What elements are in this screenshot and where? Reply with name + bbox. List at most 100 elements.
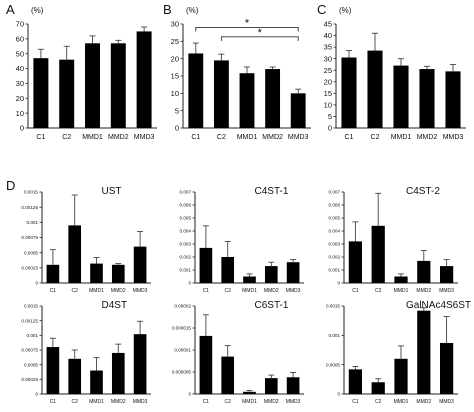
chart-4-y-tick-label: 0.002	[180, 255, 192, 260]
panel-label-b: B	[163, 2, 172, 17]
panel-label-d: D	[6, 178, 16, 193]
chart-6-x-tick-label: MMD2	[111, 399, 126, 405]
chart-6-x-tick-label: MMD1	[89, 399, 104, 405]
chart-5-bar	[439, 266, 454, 283]
chart-0-bar	[59, 59, 75, 128]
chart-8-bar	[394, 358, 408, 394]
chart-1-bar	[239, 73, 255, 128]
chart-6-y-tick-label: 0.00075	[21, 348, 38, 353]
chart-2-y-tick-label: 20	[324, 77, 332, 86]
chart-1-unit-label: (%)	[186, 6, 199, 15]
chart-1-x-tick-label: C2	[217, 134, 226, 141]
chart-4-bar	[243, 276, 256, 283]
chart-2-x-tick-label: MMD3	[443, 134, 464, 141]
chart-3-title: UST	[102, 186, 122, 197]
chart-4-x-tick-label: MMD1	[242, 288, 257, 294]
chart-3-x-tick-label: MMD1	[89, 288, 104, 294]
chart-0-y-tick-label: 10	[16, 109, 24, 118]
chart-0-unit-label: (%)	[31, 6, 44, 15]
chart-2-y-tick-label: 10	[324, 101, 332, 110]
chart-3-y-tick-label: 0.00025	[21, 265, 38, 270]
chart-7-y-tick-label: 0.00002	[174, 304, 191, 309]
chart-7-bar	[286, 377, 300, 394]
chart-7-y-tick-label: 0.000005	[172, 370, 192, 375]
chart-6-y-tick-label: 0	[35, 392, 38, 397]
chart-5-y-tick-label: 0.002	[329, 255, 341, 260]
chart-4-y-tick-label: 0.005	[180, 216, 192, 221]
chart-1-x-tick-label: MMD2	[262, 134, 283, 141]
chart-7-bar	[243, 391, 256, 394]
chart-5-y-tick-label: 0.006	[329, 203, 341, 208]
chart-5-bar	[348, 241, 363, 283]
chart-2-y-tick-label: 35	[324, 43, 332, 52]
chart-6-x-tick-label: C1	[50, 399, 57, 405]
chart-8-y-tick-label: 0	[337, 392, 340, 397]
chart-1-x-tick-label: MMD1	[237, 134, 258, 141]
chart-5-bar	[417, 260, 431, 283]
chart-4-y-tick-label: 0.001	[180, 268, 192, 273]
chart-8-x-tick-label: MMD3	[439, 399, 454, 405]
chart-5-y-tick-label: 0.001	[329, 268, 341, 273]
chart-0-y-tick-label: 60	[16, 34, 24, 43]
chart-6-bar	[90, 370, 103, 394]
chart-3-x-tick-label: MMD2	[111, 288, 126, 294]
chart-2-bar	[367, 50, 383, 129]
chart-1-y-tick-label: 0	[175, 124, 179, 133]
chart-5-x-tick-label: MMD3	[439, 288, 454, 294]
chart-6-x-tick-label: MMD3	[133, 399, 148, 405]
chart-7-y-tick-label: 0.00001	[174, 348, 191, 353]
chart-7-x-tick-label: MMD3	[286, 399, 301, 405]
chart-4-x-tick-label: MMD3	[286, 288, 301, 294]
chart-8-y-tick-label: 0.001	[329, 333, 341, 338]
chart-2-y-tick-label: 0	[328, 124, 332, 133]
chart-7-title: C6ST-1	[255, 300, 289, 311]
chart-6-y-tick-label: 0.0005	[24, 362, 38, 367]
chart-8-x-tick-label: MMD1	[394, 399, 409, 405]
chart-2-y-tick-label: 25	[324, 66, 332, 75]
chart-6-title: D4ST	[102, 300, 128, 311]
chart-3-bar	[111, 264, 125, 283]
chart-6-bar	[46, 347, 60, 394]
chart-8-x-tick-label: C2	[375, 399, 382, 405]
chart-3-bar	[46, 264, 60, 283]
chart-8-y-tick-label: 0.0005	[326, 362, 340, 367]
chart-5-y-tick-label: 0.005	[329, 216, 341, 221]
chart-0-y-tick-label: 40	[16, 64, 24, 73]
chart-2-x-tick-label: MMD2	[417, 134, 438, 141]
chart-1-significance-bracket	[220, 36, 299, 41]
chart-5-y-tick-label: 0.007	[329, 190, 341, 195]
chart-5-x-tick-label: MMD1	[394, 288, 409, 294]
chart-3-y-tick-label: 0	[35, 281, 38, 286]
panel-label-a: A	[6, 2, 15, 17]
chart-4-y-tick-label: 0.004	[180, 229, 192, 234]
chart-4-bar	[286, 262, 300, 283]
chart-2-bar	[445, 71, 461, 128]
chart-6-y-tick-label: 0.0015	[24, 304, 38, 309]
chart-8-bar	[417, 310, 431, 394]
chart-4-x-tick-label: C2	[224, 288, 231, 294]
chart-8-y-tick-label: 0.0015	[326, 304, 340, 309]
chart-2-bar	[341, 57, 357, 129]
chart-4-title: C4ST-1	[255, 186, 289, 197]
chart-8-title: GalNAc4S6ST	[406, 300, 471, 311]
chart-4-y-tick-label: 0	[188, 281, 191, 286]
chart-4-y-tick-label: 0.007	[180, 190, 192, 195]
chart-5-y-tick-label: 0.003	[329, 242, 341, 247]
chart-0-y-tick-label: 50	[16, 49, 24, 58]
chart-7-y-tick-label: 0	[188, 392, 191, 397]
chart-5-bar	[371, 225, 385, 283]
chart-6-x-tick-label: C2	[71, 399, 78, 405]
panel-label-c: C	[317, 2, 327, 17]
chart-3-y-tick-label: 0.001	[27, 220, 39, 225]
chart-7-x-tick-label: MMD2	[264, 399, 279, 405]
chart-1-y-tick-label: 25	[171, 37, 179, 46]
chart-5-y-tick-label: 0	[337, 281, 340, 286]
chart-3-bar	[133, 246, 147, 283]
chart-5-x-tick-label: MMD2	[416, 288, 431, 294]
chart-1-bar	[213, 60, 229, 128]
chart-0-y-tick-label: 0	[20, 124, 24, 133]
chart-3-x-tick-label: MMD3	[133, 288, 148, 294]
chart-1-significance-mark: *	[258, 27, 263, 39]
chart-3-y-tick-label: 0.0005	[24, 250, 38, 255]
chart-7-x-tick-label: MMD1	[242, 399, 257, 405]
